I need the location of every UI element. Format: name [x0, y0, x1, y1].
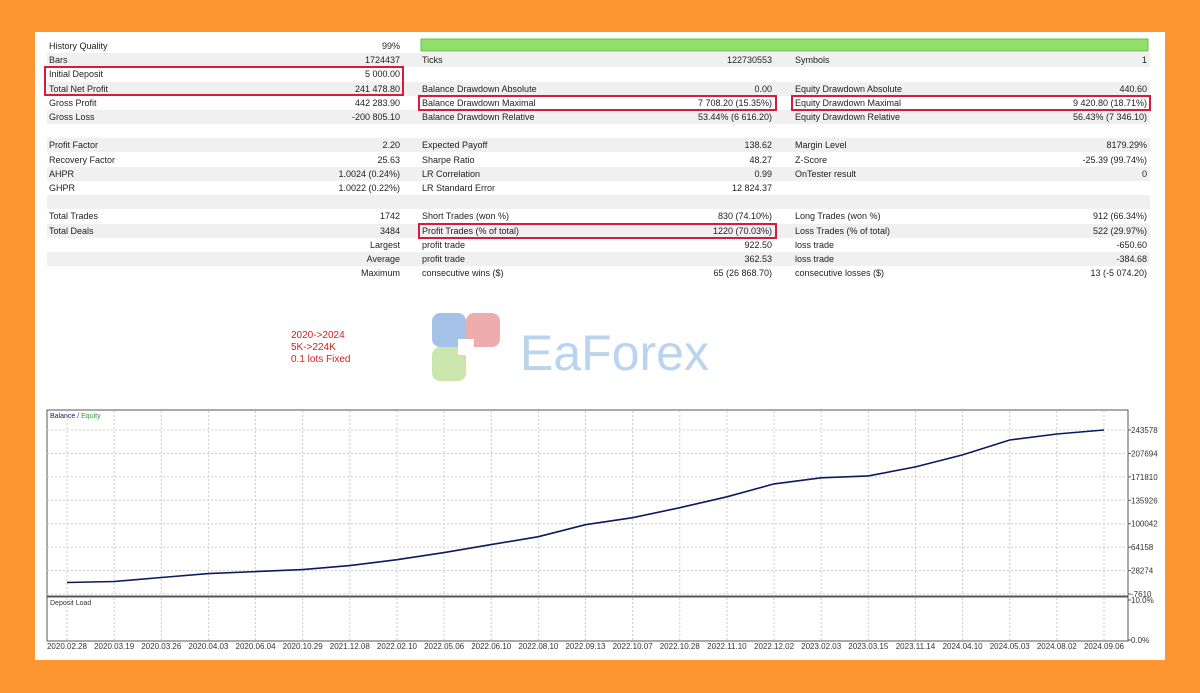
cell-label: OnTester result: [795, 168, 857, 179]
cell-value: 1.0022 (0.22%): [338, 183, 400, 193]
cell-label: Short Trades (won %): [422, 211, 510, 222]
cell-label: Ticks: [422, 55, 443, 66]
cell-label: Total Trades: [49, 211, 99, 222]
cell-value: 48.27: [749, 154, 772, 165]
cell-value: 1724437: [364, 55, 400, 66]
cell-value: 2.20: [382, 140, 400, 151]
cell-value: 122730553: [726, 55, 772, 66]
cell-value: 912 (66.34%): [1092, 211, 1147, 222]
row-bg: [47, 110, 1150, 124]
cell-label: Long Trades (won %): [795, 211, 881, 222]
cell-label: Equity Drawdown Relative: [795, 112, 901, 122]
highlight: [44, 66, 404, 96]
cell-label: Recovery Factor: [49, 154, 116, 165]
cell-label: History Quality: [49, 41, 108, 51]
cell-label: Balance Drawdown Relative: [422, 112, 535, 122]
cell-value: -200 805.10: [351, 112, 400, 122]
cell-label: Total Net Profit: [49, 83, 109, 94]
cell-value: 65 (26 868.70): [713, 268, 772, 279]
cell-value: -650.60: [1116, 239, 1147, 250]
cell-label: Total Deals: [49, 225, 94, 236]
row-bg: [47, 81, 1150, 96]
cell-value: 1.0024 (0.24%): [338, 168, 400, 179]
cell-label: Gross Loss: [49, 112, 95, 122]
cell-label: Balance Drawdown Absolute: [422, 83, 537, 94]
cell-label: consecutive losses ($): [795, 268, 885, 279]
cell-label: Margin Level: [795, 140, 847, 151]
cell-label: Expected Payoff: [422, 140, 488, 151]
cell-value: 0: [1141, 168, 1147, 179]
cell-value: 8179.29%: [1106, 140, 1147, 151]
cell-value: 442 283.90: [354, 97, 400, 108]
cell-label: Symbols: [795, 55, 830, 66]
cell-value: 1742: [379, 211, 400, 222]
row-bg: [47, 53, 1150, 68]
cell-label: LR Correlation: [422, 168, 481, 179]
cell-label: profit trade: [422, 239, 466, 250]
cell-value: 0.99: [754, 168, 772, 179]
row-bg: [47, 223, 1150, 238]
cell-value: 522 (29.97%): [1092, 225, 1147, 236]
cell-label: Profit Factor: [49, 140, 99, 151]
cell-value: -384.68: [1116, 254, 1147, 264]
cell-value: 25.63: [377, 154, 400, 165]
cell-value: Largest: [369, 239, 400, 250]
cell-value: 362.53: [744, 254, 772, 264]
cell-label: Equity Drawdown Maximal: [795, 97, 902, 108]
highlight: [418, 222, 777, 239]
cell-label: consecutive wins ($): [422, 268, 504, 279]
cell-value: 830 (74.10%): [717, 211, 772, 222]
cell-label: Profit Trades (% of total): [422, 225, 520, 236]
cell-label: Z-Score: [795, 154, 828, 165]
row-bg: [47, 166, 1150, 181]
cell-label: loss trade: [795, 239, 835, 250]
cell-value: 9 420.80 (18.71%): [1072, 97, 1147, 108]
cell-label: loss trade: [795, 254, 835, 264]
cell-label: AHPR: [49, 168, 75, 179]
cell-value: 138.62: [744, 140, 772, 151]
cell-label: Bars: [49, 55, 68, 66]
cell-label: LR Standard Error: [422, 183, 496, 193]
cell-value: 56.43% (7 346.10): [1072, 112, 1147, 122]
cell-value: Maximum: [360, 268, 400, 279]
cell-label: Equity Drawdown Absolute: [795, 83, 903, 94]
cell-value: 922.50: [744, 239, 772, 250]
cell-value: 53.44% (6 616.20): [697, 112, 772, 122]
cell-value: 5 000.00: [364, 69, 400, 80]
cell-value: 3484: [379, 225, 400, 236]
cell-value: 241 478.80: [354, 83, 400, 94]
cell-value: 99%: [381, 41, 400, 51]
cell-label: GHPR: [49, 183, 76, 193]
cell-value: 7 708.20 (15.35%): [697, 97, 772, 108]
row-bg: [47, 138, 1150, 153]
cell-label: Balance Drawdown Maximal: [422, 97, 536, 108]
cell-label: Loss Trades (% of total): [795, 225, 891, 236]
row-bg: [47, 252, 1150, 266]
cell-value: 12 824.37: [731, 183, 772, 193]
cell-label: Initial Deposit: [49, 69, 104, 80]
cell-value: 13 (-5 074.20): [1090, 268, 1147, 279]
cell-value: -25.39 (99.74%): [1082, 154, 1147, 165]
cell-value: 440.60: [1119, 83, 1147, 94]
cell-label: profit trade: [422, 254, 466, 264]
cell-value: 0.00: [754, 83, 772, 94]
row-bg: [47, 195, 1150, 210]
cell-value: 1220 (70.03%): [712, 225, 772, 236]
cell-label: Sharpe Ratio: [422, 154, 475, 165]
cell-value: Average: [366, 254, 400, 264]
cell-value: 1: [1141, 55, 1147, 66]
highlight: [791, 94, 1151, 111]
cell-label: Gross Profit: [49, 97, 97, 108]
report-panel: [35, 32, 1165, 660]
highlight: [418, 94, 777, 111]
